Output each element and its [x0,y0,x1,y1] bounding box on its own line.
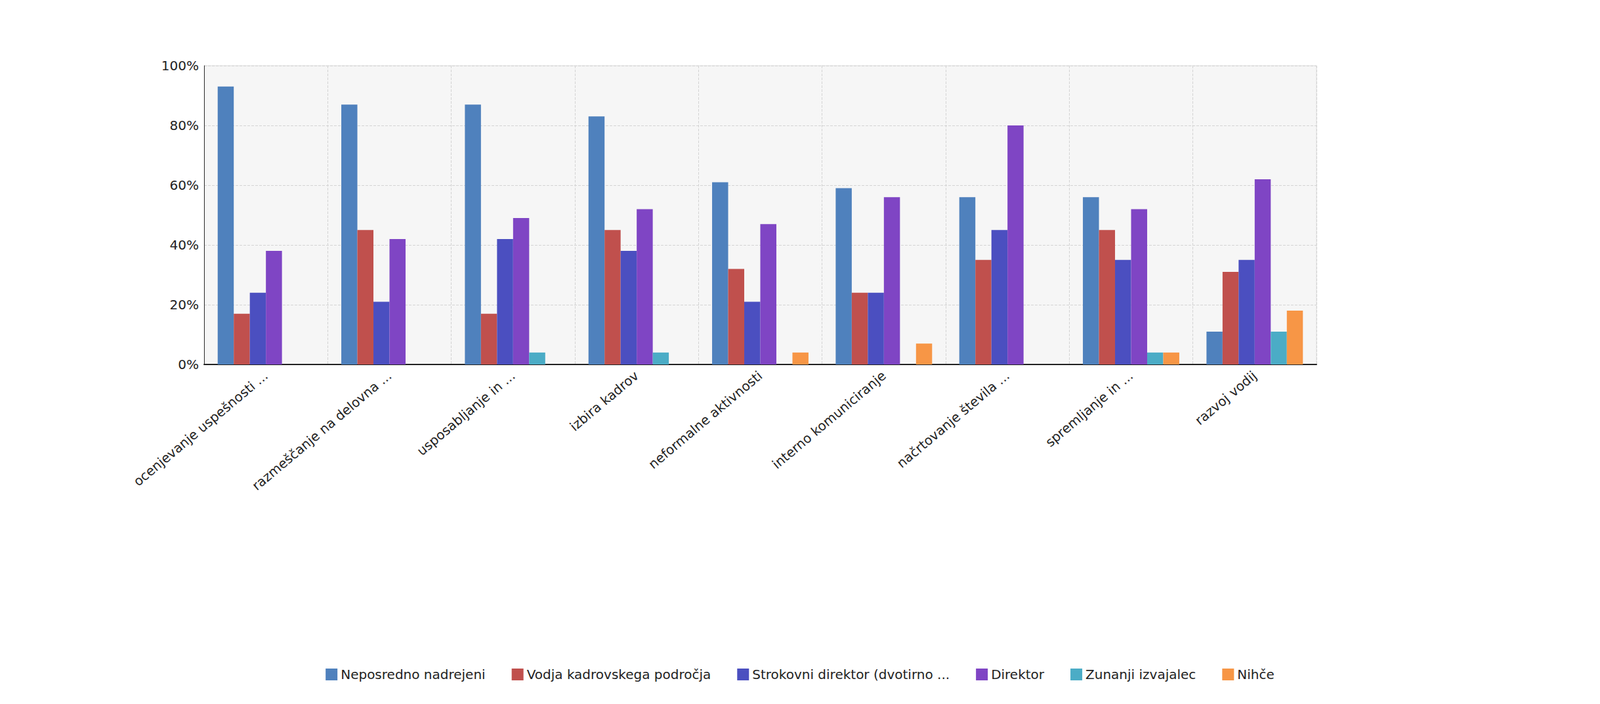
svg-text:100%: 100% [161,57,199,74]
svg-text:interno komuniciranje: interno komuniciranje [769,367,890,472]
svg-text:Vodja kadrovskega področja: Vodja kadrovskega področja [526,666,712,682]
svg-text:Neposredno nadrejeni: Neposredno nadrejeni [340,666,485,682]
svg-text:0%: 0% [177,356,199,373]
svg-text:načrtovanje števila ...: načrtovanje števila ... [893,367,1013,472]
svg-text:60%: 60% [169,177,199,193]
svg-text:ocenjevanje uspešnosti ...: ocenjevanje uspešnosti ... [130,367,272,489]
svg-text:40%: 40% [169,236,199,253]
svg-text:Strokovni direktor (dvotirno .: Strokovni direktor (dvotirno ... [752,666,950,682]
svg-text:20%: 20% [169,296,199,313]
svg-text:neformalne aktivnosti: neformalne aktivnosti [645,367,766,472]
svg-text:Nihče: Nihče [1237,666,1275,682]
svg-text:Zunanji izvajalec: Zunanji izvajalec [1085,666,1196,682]
svg-text:Direktor: Direktor [990,666,1045,682]
svg-text:usposabljanje in ...: usposabljanje in ... [414,367,519,459]
svg-text:razvoj vodij: razvoj vodij [1191,367,1260,428]
svg-text:razmeščanje na delovna ...: razmeščanje na delovna ... [248,367,395,494]
svg-text:spremljanje in ...: spremljanje in ... [1042,367,1137,451]
svg-text:80%: 80% [169,117,199,134]
svg-text:izbira kadrov: izbira kadrov [567,367,642,435]
